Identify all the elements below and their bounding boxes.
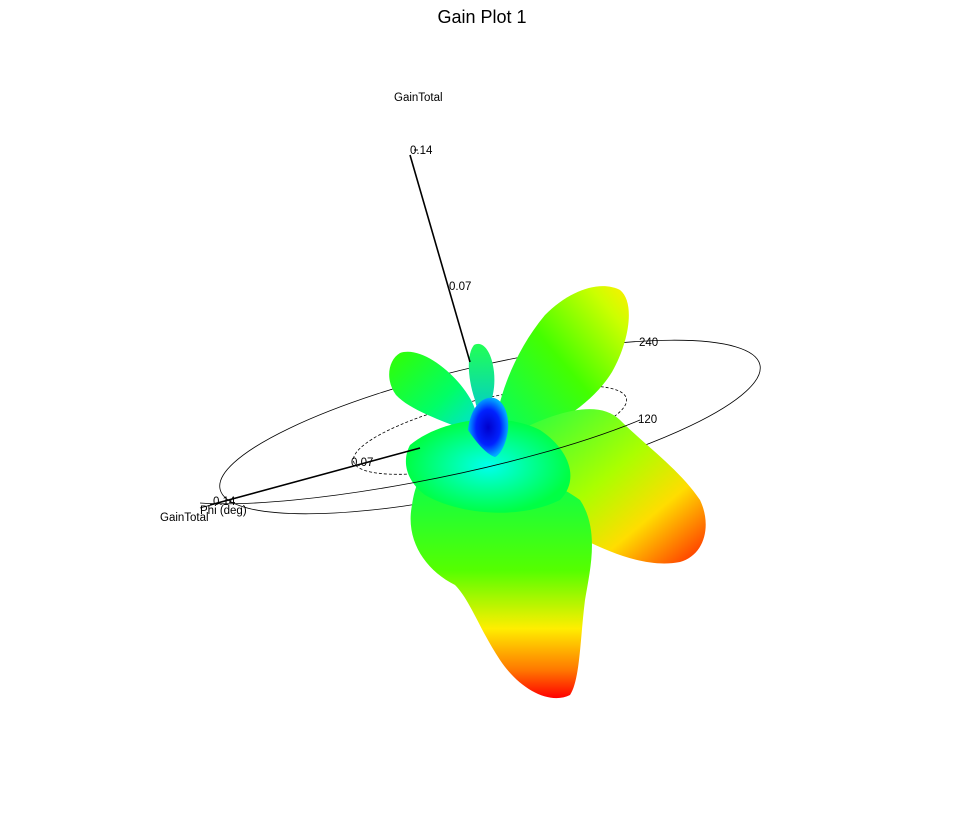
lobe-core xyxy=(405,419,571,513)
lobe-upper-left xyxy=(389,351,477,432)
phi-tick-120: 120 xyxy=(638,414,657,426)
null-center xyxy=(468,397,509,457)
chart-title: Gain Plot 1 xyxy=(437,7,527,27)
lobe-top-small xyxy=(468,343,495,415)
vertical-axis-line xyxy=(409,154,471,363)
vertical-axis-label: GainTotal xyxy=(394,92,443,104)
radial-tick-0-14: 0.14 xyxy=(213,496,236,508)
radial-axis-label: GainTotal xyxy=(160,512,209,524)
lobe-right xyxy=(520,409,706,564)
vertical-tick-0-14: 0.14 xyxy=(410,145,433,157)
lobe-upper-right xyxy=(498,286,629,440)
phi-ring-front xyxy=(199,419,641,505)
gain-surface xyxy=(389,286,706,699)
vertical-tick-0-07: 0.07 xyxy=(449,281,471,293)
radial-tick-0-07: 0.07 xyxy=(351,457,373,469)
phi-tick-240: 240 xyxy=(639,337,658,349)
phi-axis-label: Phi (deg) xyxy=(200,505,247,517)
radial-axis-line-2 xyxy=(199,451,406,509)
lobe-bottom xyxy=(410,466,592,699)
